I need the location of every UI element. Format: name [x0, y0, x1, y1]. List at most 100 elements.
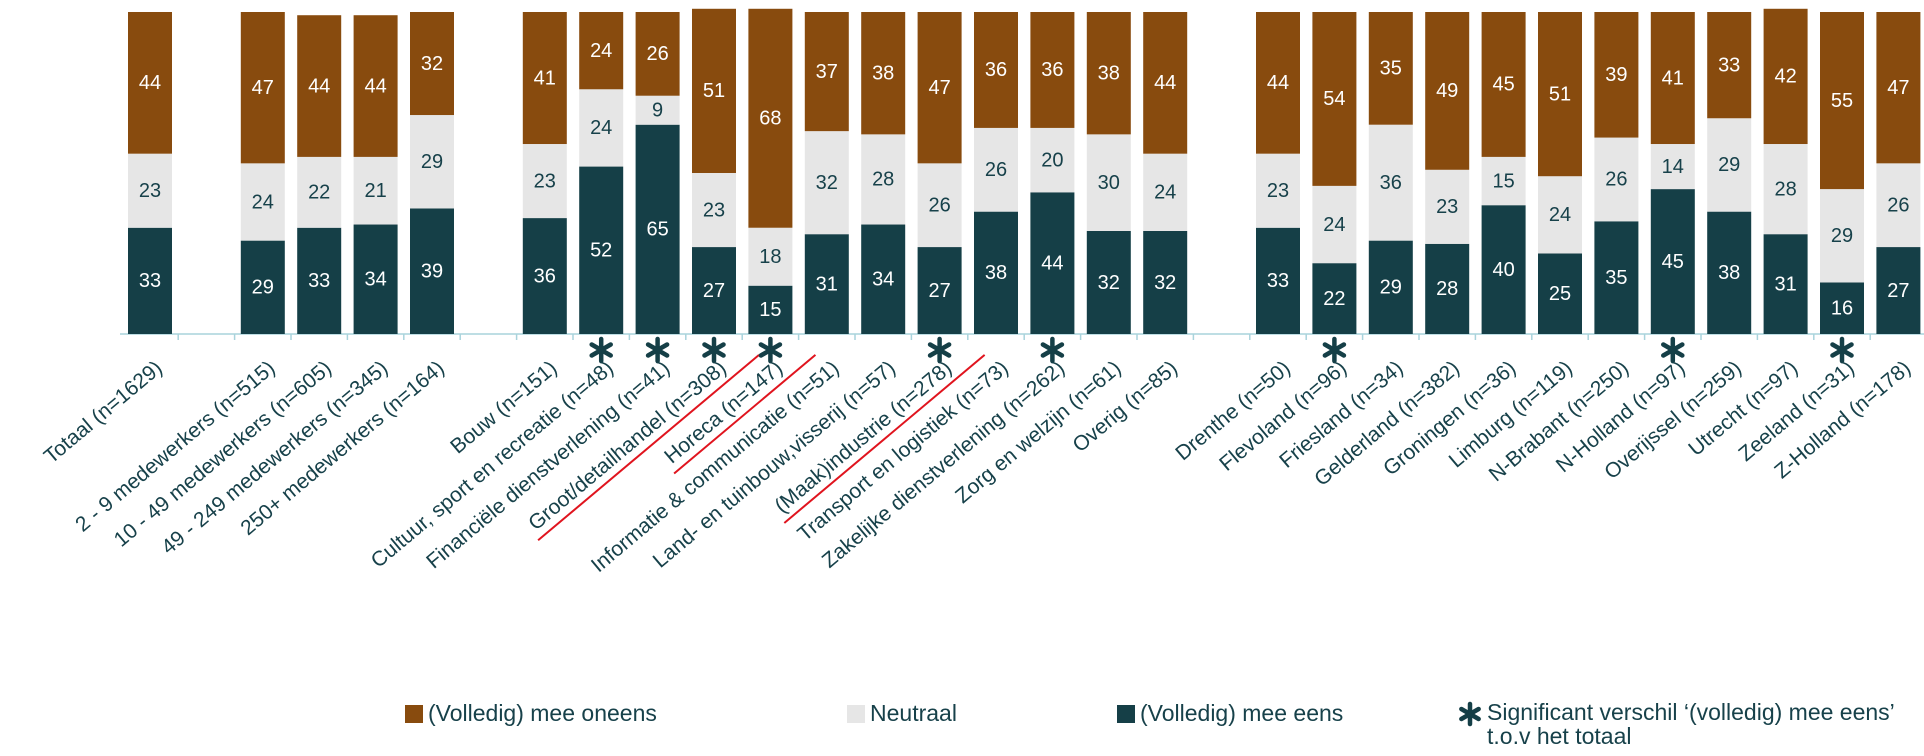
significance-star	[1322, 336, 1347, 364]
bar-segment	[1030, 12, 1075, 128]
bar-segment	[522, 144, 567, 219]
bar-segment	[522, 12, 567, 145]
legend-star	[1459, 701, 1481, 727]
value-label: 24	[1323, 214, 1345, 236]
value-label: 22	[308, 182, 330, 204]
value-label: 23	[1267, 180, 1289, 202]
value-label: 26	[646, 43, 668, 65]
bar-segment	[410, 208, 454, 334]
bar-segment	[974, 12, 1018, 128]
value-label: 14	[1662, 156, 1684, 178]
value-label: 41	[534, 67, 556, 89]
bar-segment	[1481, 156, 1526, 206]
star-arm	[589, 342, 613, 358]
value-label: 29	[421, 151, 443, 173]
bar-segment	[1481, 12, 1526, 157]
bar-segment	[1086, 230, 1131, 334]
bar-segment	[1425, 12, 1470, 170]
bar-segment	[1876, 163, 1921, 248]
bar-segment	[1256, 153, 1300, 228]
value-label: 34	[872, 269, 894, 291]
value-label: 23	[1436, 196, 1458, 218]
bar-segment	[1820, 12, 1864, 190]
value-label: 51	[1549, 83, 1571, 105]
value-label: 24	[1549, 204, 1571, 226]
value-label: 24	[252, 191, 274, 213]
star-arm	[645, 342, 670, 358]
legend-swatch	[847, 705, 865, 723]
star-arm	[1322, 342, 1347, 358]
bar-segment	[1312, 263, 1357, 334]
bar-segment	[128, 12, 172, 154]
bar-segment	[1707, 211, 1752, 334]
legend-label: (Volledig) mee eens	[1140, 700, 1343, 726]
value-label: 15	[1492, 170, 1514, 192]
bar-segment	[748, 8, 793, 228]
bar-segment	[804, 12, 849, 132]
value-label: 68	[759, 108, 781, 130]
bar-segment	[1876, 12, 1921, 164]
star-arm	[758, 342, 783, 358]
bar-segment	[410, 12, 454, 116]
value-label: 15	[759, 299, 781, 321]
value-label: 42	[1774, 66, 1796, 88]
bar-segment	[1425, 169, 1470, 244]
value-label: 47	[928, 77, 950, 99]
significance-star	[589, 336, 613, 364]
bar-segment	[1425, 243, 1470, 334]
value-label: 39	[1605, 64, 1627, 86]
bar-segment	[1086, 134, 1131, 231]
value-label: 23	[703, 199, 725, 221]
bar-segment	[1538, 176, 1582, 254]
bar-segment	[635, 12, 680, 96]
bar-segment	[917, 247, 962, 334]
bar-segment	[804, 131, 849, 235]
value-label: 38	[1098, 62, 1120, 84]
bar-segment	[692, 8, 736, 174]
significance-star	[1661, 336, 1685, 364]
highlight-underline	[673, 354, 817, 475]
star-arm	[1661, 342, 1685, 358]
value-label: 24	[1154, 182, 1176, 204]
bar-segment	[1143, 230, 1188, 334]
bar-segment	[240, 240, 285, 334]
value-label: 26	[1605, 169, 1627, 191]
bar-segment	[297, 156, 342, 228]
bar-segment	[692, 247, 736, 334]
x-tick-label: 49 - 249 medewerkers (n=345)	[157, 356, 392, 559]
bar-segment	[1086, 12, 1131, 135]
bar-segment	[128, 227, 172, 334]
value-label: 24	[590, 117, 612, 139]
value-label: 32	[1154, 272, 1176, 294]
value-label: 45	[1492, 74, 1514, 96]
bar-segment	[1030, 192, 1075, 334]
value-label: 37	[816, 61, 838, 83]
value-label: 44	[1267, 72, 1289, 94]
bar-segment	[353, 156, 398, 225]
value-label: 52	[590, 240, 612, 262]
value-label: 35	[1380, 58, 1402, 80]
bar-segment	[1312, 185, 1357, 264]
value-label: 31	[1774, 273, 1796, 295]
value-label: 36	[534, 265, 556, 287]
legend-label: Neutraal	[870, 700, 957, 726]
bar-segment	[692, 173, 736, 248]
value-label: 30	[1098, 172, 1120, 194]
legend-swatch	[1117, 705, 1135, 723]
value-label: 36	[1380, 172, 1402, 194]
significance-star	[1830, 336, 1854, 364]
bar-segment	[1707, 118, 1752, 212]
value-label: 26	[1887, 194, 1909, 216]
value-label: 26	[928, 194, 950, 216]
value-label: 36	[985, 59, 1007, 81]
value-label: 9	[652, 99, 663, 121]
value-label: 51	[703, 80, 725, 102]
value-label: 38	[985, 262, 1007, 284]
bar-segment	[1030, 127, 1075, 193]
bar-segment	[1143, 12, 1188, 154]
value-label: 44	[139, 72, 161, 94]
bar-segment	[1538, 12, 1582, 177]
bar-segment	[917, 163, 962, 248]
value-label: 54	[1323, 88, 1345, 110]
